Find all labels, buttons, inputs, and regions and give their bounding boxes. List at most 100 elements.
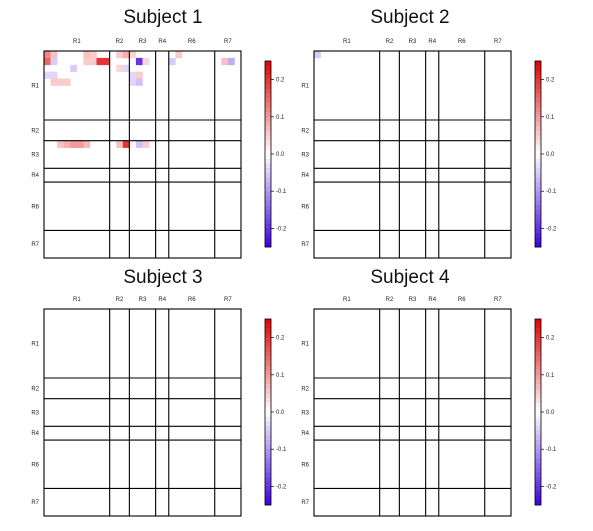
heatmap-cell bbox=[116, 51, 124, 59]
colorbar-segment bbox=[265, 233, 271, 238]
heatmap-panel-4: Subject 4 R1 R1 R2 R2 R3 R3 R4 R4 R6 R6 R7 R7 0.2 0.1 0… bbox=[301, 267, 557, 517]
row-region-label: R1 bbox=[301, 342, 309, 348]
heatmap-panel-3: Subject 3 R1 R1 R2 R2 R3 R3 R4 R4 R6 R6 R7 R7 0.2 0.1 0… bbox=[31, 267, 287, 517]
colorbar-tick-label: 0.1 bbox=[546, 373, 555, 379]
colorbar-segment bbox=[535, 337, 541, 343]
colorbar-segment bbox=[265, 116, 271, 122]
colorbar-segment bbox=[535, 205, 541, 211]
colorbar-segment bbox=[535, 379, 541, 385]
heatmap-cell bbox=[135, 140, 143, 148]
colorbar-tick-label: 0.1 bbox=[276, 115, 285, 121]
colorbar-segment bbox=[265, 323, 271, 329]
column-region-label: R4 bbox=[158, 39, 166, 45]
colorbar-segment bbox=[265, 486, 271, 492]
colorbar-segment bbox=[535, 172, 541, 178]
colorbar-segment bbox=[535, 412, 541, 417]
heatmap-cell bbox=[44, 51, 51, 59]
row-region-label: R7 bbox=[301, 500, 309, 506]
colorbar-tick-label: 0.0 bbox=[276, 410, 285, 416]
colorbar-segment bbox=[265, 398, 271, 403]
colorbar-segment bbox=[265, 351, 271, 357]
heatmap-cell bbox=[44, 71, 51, 79]
colorbar-segment bbox=[265, 416, 271, 422]
colorbar-segment bbox=[265, 102, 271, 108]
colorbar-segment bbox=[535, 98, 541, 104]
colorbar-segment bbox=[535, 425, 541, 431]
row-region-label: R4 bbox=[31, 431, 39, 437]
row-region-label: R6 bbox=[301, 204, 309, 210]
row-region-label: R6 bbox=[31, 204, 39, 210]
colorbar-segment bbox=[535, 491, 541, 496]
colorbar-segment bbox=[535, 214, 541, 220]
colorbar-segment bbox=[265, 107, 271, 113]
colorbar-segment bbox=[265, 393, 271, 399]
colorbar-segment bbox=[265, 223, 271, 229]
colorbar-segment bbox=[265, 191, 271, 197]
heatmap-cell bbox=[122, 64, 130, 72]
colorbar-segment bbox=[535, 140, 541, 145]
colorbar-segment bbox=[535, 228, 541, 234]
colorbar-tick-label: -0.2 bbox=[276, 484, 287, 490]
column-region-label: R6 bbox=[458, 39, 466, 45]
colorbar-segment bbox=[535, 365, 541, 371]
column-region-label: R2 bbox=[386, 39, 394, 45]
colorbar-segment bbox=[265, 481, 271, 487]
colorbar-tick-label: 0.0 bbox=[276, 152, 285, 158]
heatmap-cell bbox=[83, 140, 91, 148]
colorbar-segment bbox=[535, 84, 541, 90]
colorbar-segment bbox=[265, 328, 271, 334]
colorbar-segment bbox=[265, 130, 271, 136]
colorbar-segment bbox=[535, 370, 541, 376]
colorbar-segment bbox=[535, 439, 541, 445]
colorbar-segment bbox=[535, 500, 541, 506]
heatmap-cell bbox=[116, 64, 124, 72]
column-region-label: R6 bbox=[188, 39, 196, 45]
row-region-label: R3 bbox=[31, 153, 39, 159]
column-region-label: R7 bbox=[224, 297, 232, 303]
colorbar-segment bbox=[265, 84, 271, 90]
colorbar-segment bbox=[265, 500, 271, 506]
heatmap-panel-2: Subject 2 R1 R1 R2 R2 R3 R3 R4 R4 R6 R6 R7 R7 0.2 0.1 0… bbox=[301, 7, 557, 259]
colorbar-segment bbox=[265, 112, 271, 118]
row-region-label: R1 bbox=[31, 342, 39, 348]
colorbar-segment bbox=[535, 444, 541, 450]
column-region-label: R6 bbox=[458, 297, 466, 303]
colorbar-segment bbox=[265, 467, 271, 473]
column-region-label: R1 bbox=[73, 297, 81, 303]
column-region-label: R4 bbox=[428, 39, 436, 45]
colorbar-segment bbox=[535, 209, 541, 215]
colorbar-segment bbox=[265, 425, 271, 431]
colorbar-segment bbox=[265, 472, 271, 478]
colorbar-segment bbox=[535, 402, 541, 408]
row-region-label: R2 bbox=[31, 386, 39, 392]
colorbar-tick-label: -0.1 bbox=[546, 189, 557, 195]
heatmap-cell bbox=[70, 64, 78, 72]
heatmap-cell bbox=[96, 57, 104, 66]
heatmap-cell bbox=[227, 57, 235, 66]
panel-title: Subject 1 bbox=[123, 7, 202, 28]
colorbar-segment bbox=[265, 167, 271, 173]
heatmap-cell bbox=[129, 51, 137, 59]
matrix-frame bbox=[43, 308, 242, 517]
heatmap-cell bbox=[175, 51, 183, 59]
row-region-label: R2 bbox=[301, 128, 309, 134]
colorbar-segment bbox=[535, 116, 541, 122]
heatmap-cell bbox=[57, 140, 64, 148]
colorbar-tick-label: -0.2 bbox=[276, 226, 287, 232]
colorbar-segment bbox=[265, 458, 271, 464]
colorbar-segment bbox=[265, 491, 271, 496]
colorbar-segment bbox=[535, 356, 541, 362]
colorbar-segment bbox=[535, 154, 541, 159]
colorbar-tick-label: 0.1 bbox=[546, 115, 555, 121]
colorbar-segment bbox=[535, 453, 541, 459]
column-region-label: R1 bbox=[343, 297, 351, 303]
colorbar-segment bbox=[265, 379, 271, 385]
colorbar-segment bbox=[535, 328, 541, 334]
colorbar-segment bbox=[535, 495, 541, 501]
colorbar-segment bbox=[535, 416, 541, 422]
colorbar-segment bbox=[265, 200, 271, 206]
colorbar-tick-label: 0.1 bbox=[276, 373, 285, 379]
colorbar-segment bbox=[265, 477, 271, 483]
matrix-frame bbox=[313, 308, 512, 517]
